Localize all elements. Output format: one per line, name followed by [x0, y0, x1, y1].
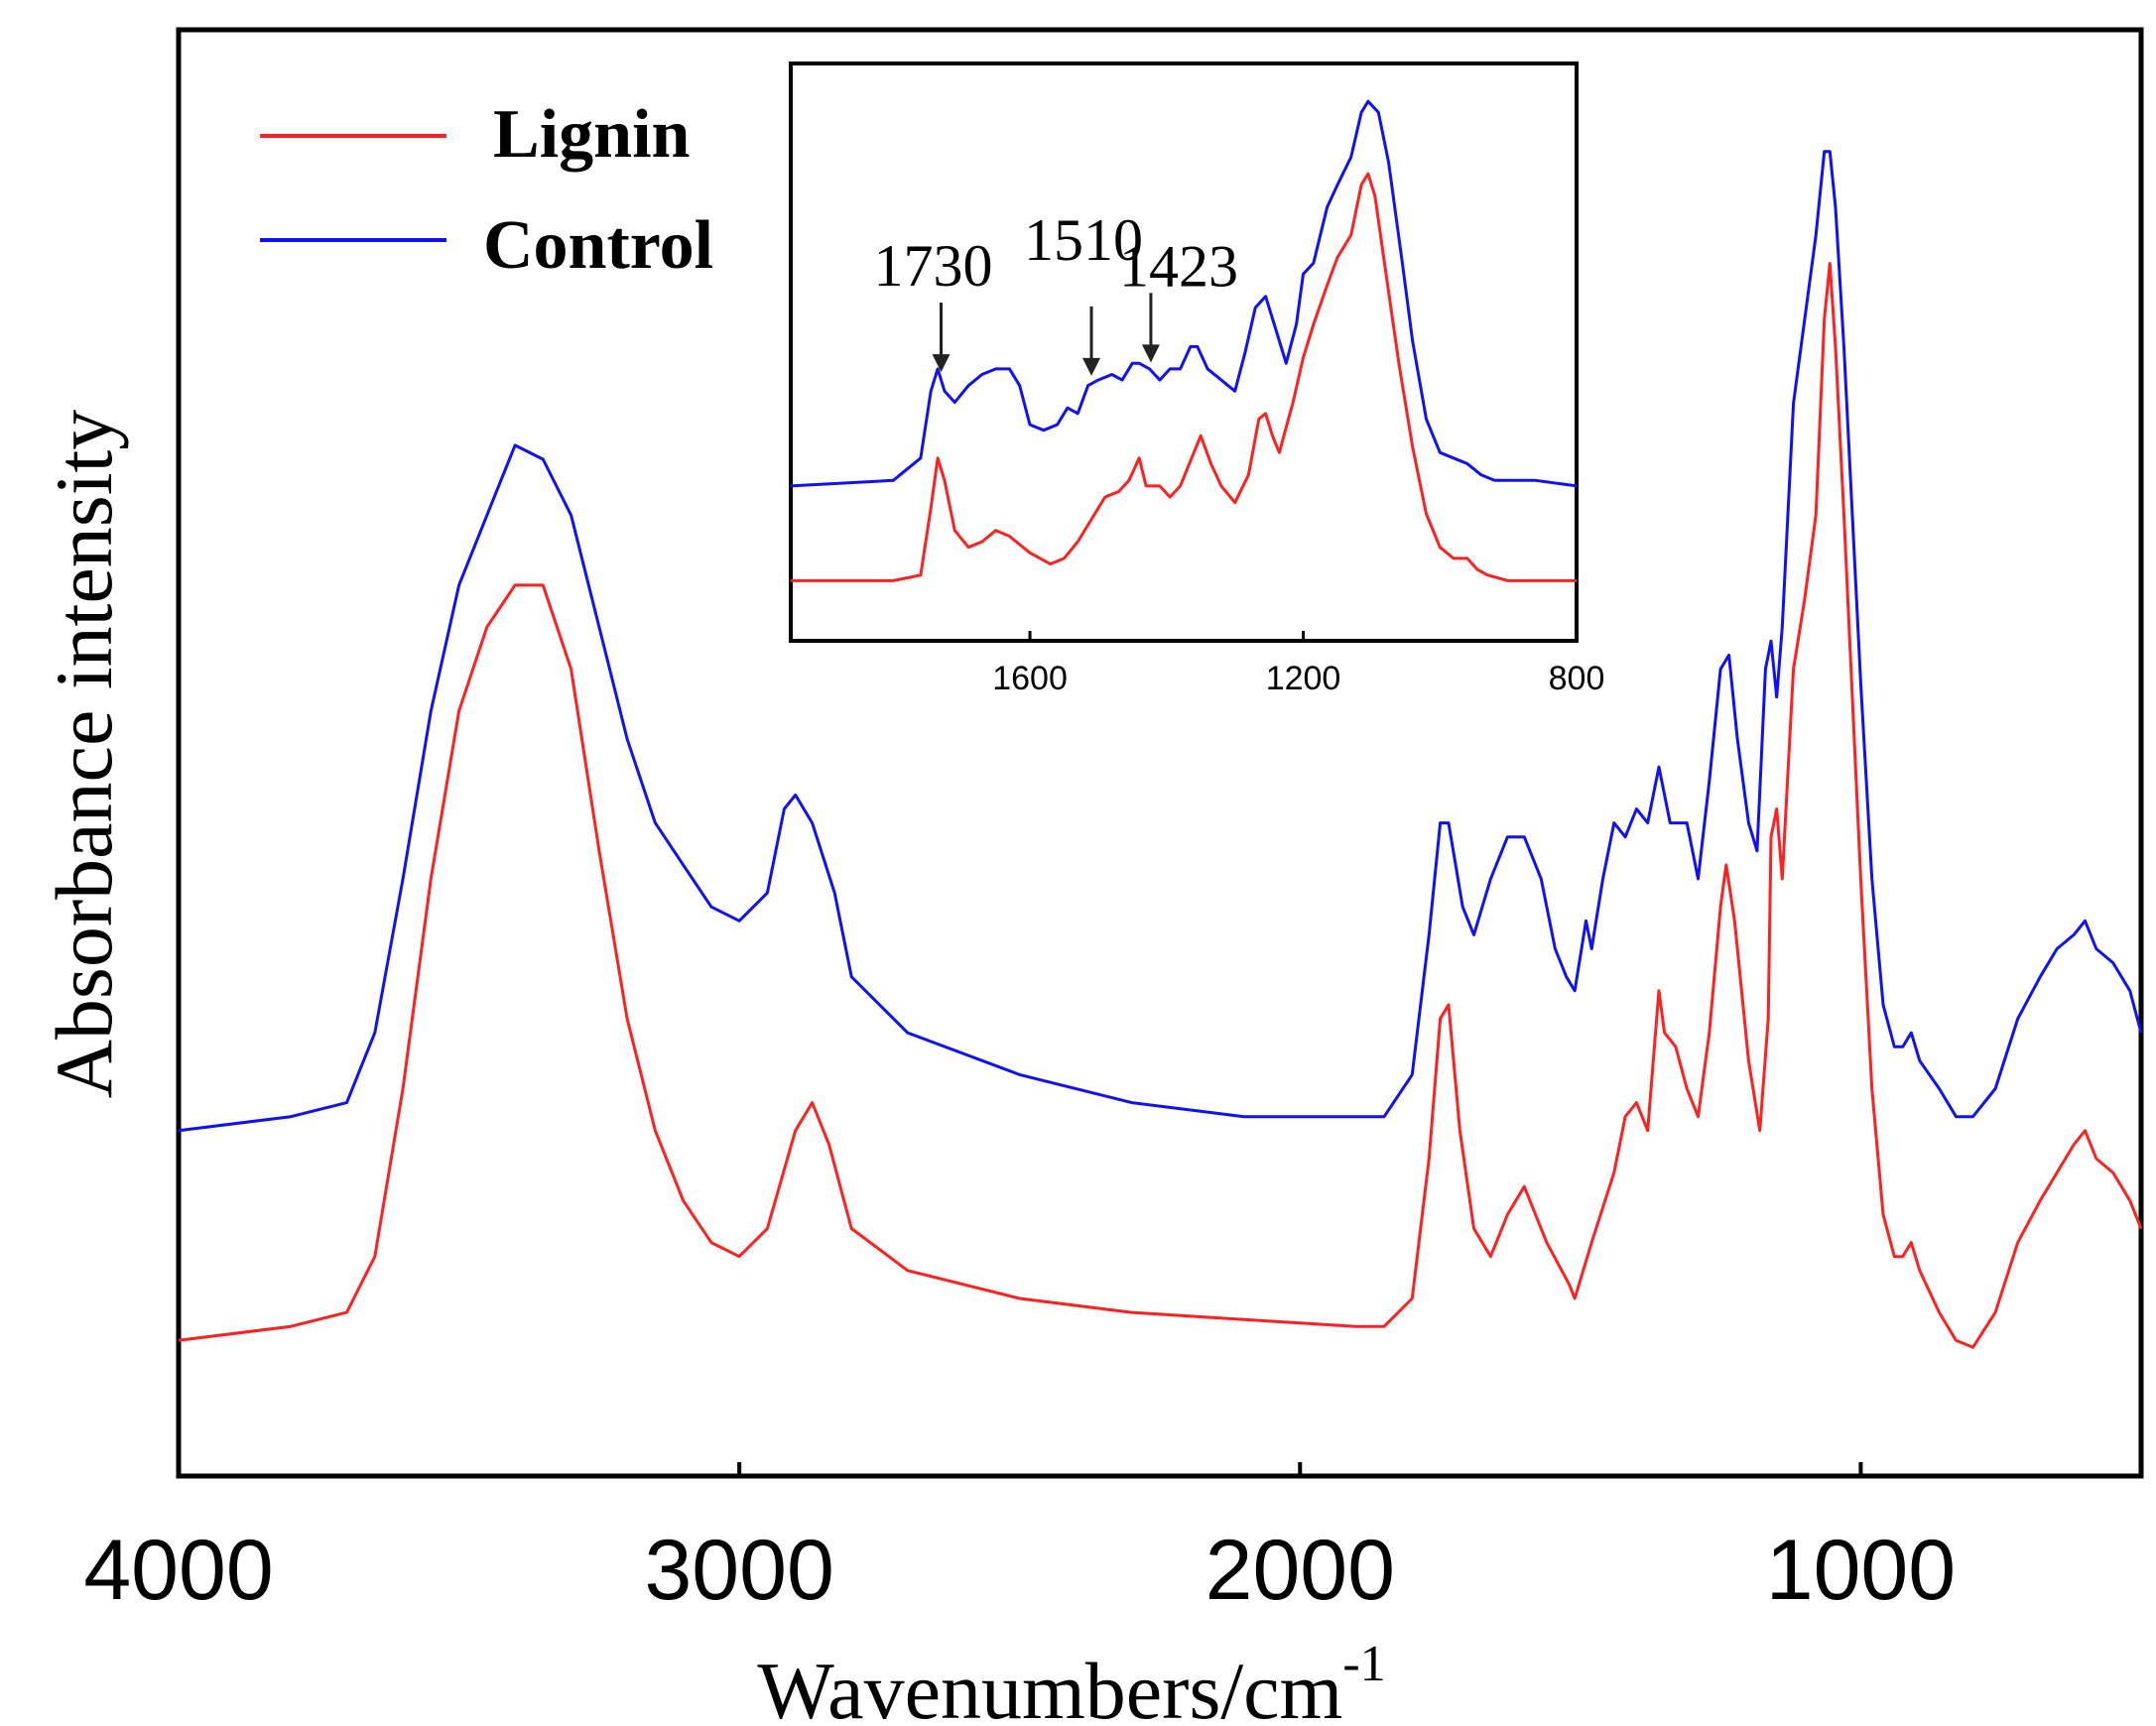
main-x-tick-label-4000: 4000: [83, 1523, 273, 1618]
x-axis-label-superscript: -1: [1342, 1636, 1385, 1692]
x-axis-label-text: Wavenumbers/cm: [757, 1646, 1342, 1726]
annotation-arrow-head-1423: [1141, 344, 1160, 363]
inset-x-tick-label-1200: 1200: [1266, 660, 1341, 697]
inset-plot-frame: [789, 62, 1579, 643]
inset-series-group: [790, 99, 1578, 582]
main-series-lignin: [178, 262, 2143, 1349]
main-plot-frame: [176, 27, 2144, 1479]
main-x-tick-label-2000: 2000: [1205, 1523, 1395, 1618]
inset-x-tick-label-800: 800: [1549, 660, 1605, 697]
annotation-arrow-head-1510: [1082, 357, 1101, 376]
inset-series-control: [790, 99, 1578, 488]
main-series-control: [178, 150, 2143, 1133]
main-x-tick-label-1000: 1000: [1766, 1523, 1956, 1618]
inset-x-tick-label-1600: 1600: [992, 660, 1068, 697]
annotation-label-1730: 1730: [874, 233, 993, 299]
main-x-ticks: 4000 3000 2000 1000: [83, 1462, 1956, 1618]
main-x-tick-label-3000: 3000: [644, 1523, 833, 1618]
annotation-label-1423: 1423: [1119, 233, 1238, 299]
x-axis-label: Wavenumbers/cm-1: [757, 1636, 1385, 1726]
legend-label-lignin: Lignin: [493, 96, 690, 173]
main-series-group: [178, 150, 2143, 1349]
annotation-label-1510: 1510: [1024, 207, 1143, 273]
legend: Lignin Control: [260, 96, 713, 284]
annotation-arrow-head-1730: [932, 354, 951, 373]
legend-label-control: Control: [483, 207, 713, 284]
inset-series-lignin: [791, 172, 1577, 582]
y-axis-label: Absorbance intensity: [39, 410, 129, 1099]
inset-x-ticks: 1600 1200 800: [992, 631, 1604, 697]
